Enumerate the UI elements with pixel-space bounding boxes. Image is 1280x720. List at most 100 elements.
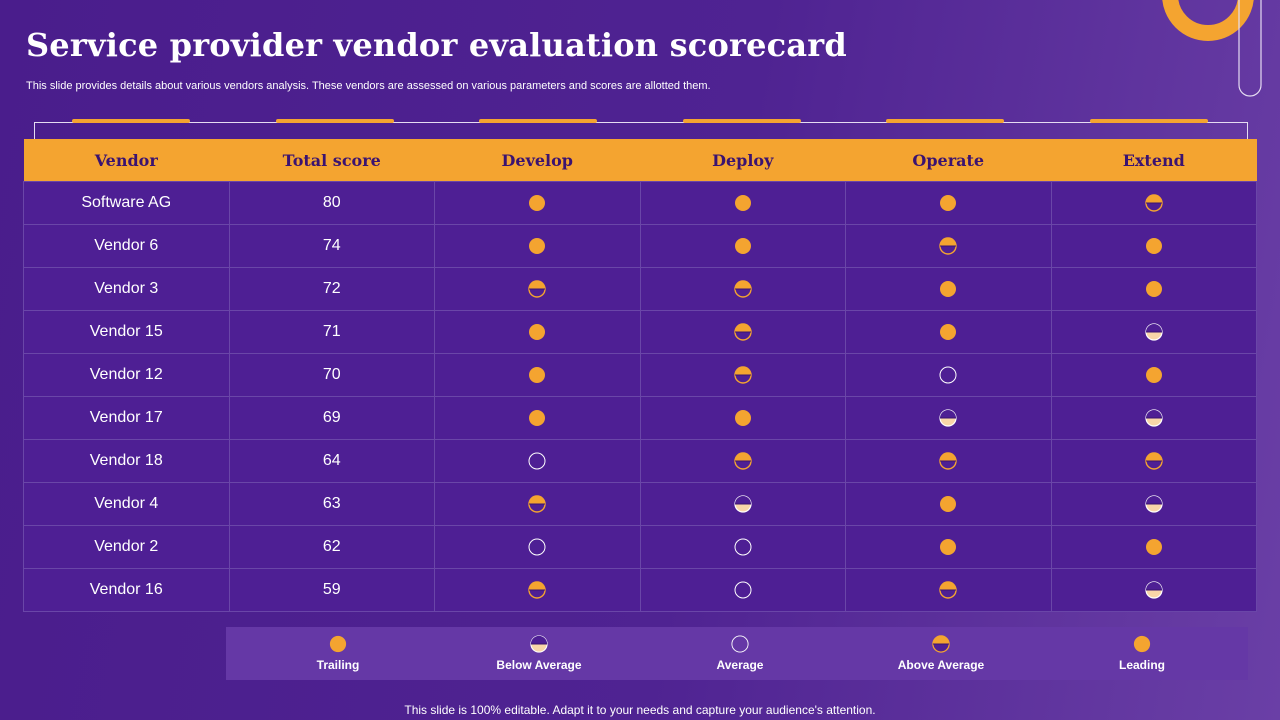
column-header: Extend — [1051, 139, 1257, 182]
rating-cell — [434, 568, 641, 612]
legend-label: Below Average — [496, 658, 582, 672]
rating-cell — [845, 310, 1052, 354]
legend-item-above-average: Above Average — [891, 627, 991, 680]
vendor-name-cell: Vendor 4 — [23, 482, 230, 526]
trailing-rating-icon — [1145, 538, 1162, 555]
rating-cell — [639, 353, 846, 397]
total-score-cell: 59 — [228, 568, 435, 612]
rating-cell — [434, 267, 641, 311]
rating-cell — [639, 439, 846, 483]
above-average-rating-icon — [1145, 452, 1163, 470]
table-row: Vendor 18 64 — [23, 439, 1257, 483]
rating-cell — [1050, 181, 1257, 225]
total-score-cell: 80 — [228, 181, 435, 225]
below-average-rating-icon — [1145, 495, 1163, 513]
average-rating-icon — [528, 538, 546, 556]
table-row: Software AG 80 — [23, 181, 1257, 225]
table-row: Vendor 4 63 — [23, 482, 1257, 526]
above-average-rating-icon — [734, 452, 752, 470]
table-header-row: Vendor Total score Develop Deploy Operate Ext… — [23, 139, 1257, 182]
vendor-name-cell: Software AG — [23, 181, 230, 225]
total-score-cell: 71 — [228, 310, 435, 354]
trailing-rating-icon — [529, 237, 546, 254]
below-average-rating-icon — [530, 635, 548, 653]
rating-cell — [434, 353, 641, 397]
rating-cell — [845, 181, 1052, 225]
vendor-name-cell: Vendor 3 — [23, 267, 230, 311]
rating-cell — [1050, 224, 1257, 268]
trailing-rating-icon — [940, 280, 957, 297]
rating-cell — [845, 525, 1052, 569]
table-frame — [34, 122, 1248, 143]
trailing-rating-icon — [1145, 280, 1162, 297]
rating-cell — [1050, 482, 1257, 526]
trailing-rating-icon — [1145, 366, 1162, 383]
rating-cell — [845, 224, 1052, 268]
rating-cell — [434, 181, 641, 225]
column-header: Total score — [229, 139, 435, 182]
rating-cell — [1050, 353, 1257, 397]
average-rating-icon — [528, 452, 546, 470]
trailing-rating-icon — [529, 366, 546, 383]
below-average-rating-icon — [939, 409, 957, 427]
average-rating-icon — [939, 366, 957, 384]
vendor-name-cell: Vendor 2 — [23, 525, 230, 569]
trailing-rating-icon — [734, 237, 751, 254]
rating-cell — [434, 525, 641, 569]
rating-cell — [434, 310, 641, 354]
table-row: Vendor 16 59 — [23, 568, 1257, 612]
rating-cell — [845, 482, 1052, 526]
below-average-rating-icon — [1145, 581, 1163, 599]
decorative-ring-icon — [1162, 0, 1262, 97]
legend-label: Average — [716, 658, 764, 672]
rating-cell — [1050, 568, 1257, 612]
rating-cell — [845, 353, 1052, 397]
average-rating-icon — [734, 538, 752, 556]
above-average-rating-icon — [528, 280, 546, 298]
below-average-rating-icon — [734, 495, 752, 513]
below-average-rating-icon — [1145, 409, 1163, 427]
rating-cell — [845, 439, 1052, 483]
footer-note: This slide is 100% editable. Adapt it to… — [404, 703, 876, 717]
rating-cell — [639, 482, 846, 526]
table-row: Vendor 6 74 — [23, 224, 1257, 268]
trailing-rating-icon — [940, 495, 957, 512]
above-average-rating-icon — [734, 280, 752, 298]
leading-rating-icon — [1133, 635, 1151, 653]
total-score-cell: 69 — [228, 396, 435, 440]
rating-cell — [1050, 396, 1257, 440]
trailing-rating-icon — [529, 409, 546, 426]
vendor-name-cell: Vendor 12 — [23, 353, 230, 397]
total-score-cell: 74 — [228, 224, 435, 268]
trailing-rating-icon — [734, 409, 751, 426]
trailing-rating-icon — [940, 538, 957, 555]
vendor-name-cell: Vendor 18 — [23, 439, 230, 483]
rating-cell — [639, 568, 846, 612]
rating-cell — [1050, 267, 1257, 311]
total-score-cell: 62 — [228, 525, 435, 569]
total-score-cell: 63 — [228, 482, 435, 526]
trailing-rating-icon — [529, 323, 546, 340]
average-rating-icon — [734, 581, 752, 599]
legend-item-trailing: Trailing — [288, 627, 388, 680]
column-header: Deploy — [640, 139, 846, 182]
vendor-name-cell: Vendor 15 — [23, 310, 230, 354]
rating-cell — [639, 310, 846, 354]
rating-cell — [639, 396, 846, 440]
table-row: Vendor 15 71 — [23, 310, 1257, 354]
page-title: Service provider vendor evaluation score… — [26, 26, 847, 64]
rating-cell — [845, 568, 1052, 612]
scorecard-table: Vendor Total score Develop Deploy Operate Ext… — [23, 139, 1257, 612]
rating-cell — [639, 525, 846, 569]
legend-item-below-average: Below Average — [489, 627, 589, 680]
rating-cell — [1050, 525, 1257, 569]
trailing-rating-icon — [329, 635, 347, 653]
table-row: Vendor 12 70 — [23, 353, 1257, 397]
rating-cell — [639, 224, 846, 268]
average-rating-icon — [731, 635, 749, 653]
above-average-rating-icon — [528, 495, 546, 513]
legend-item-average: Average — [690, 627, 790, 680]
rating-legend: Trailing Below Average Average Above Aver… — [226, 627, 1248, 680]
legend-item-leading: Leading — [1092, 627, 1192, 680]
table-row: Vendor 17 69 — [23, 396, 1257, 440]
